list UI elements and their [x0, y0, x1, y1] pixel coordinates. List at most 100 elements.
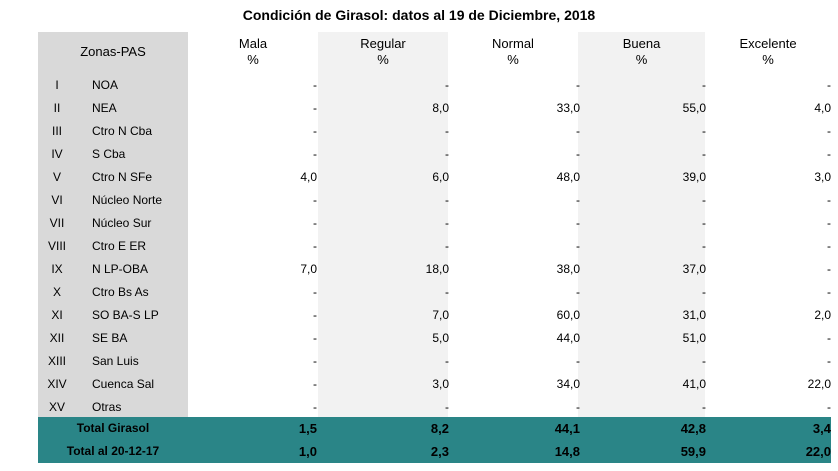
value-cell: -: [576, 400, 580, 414]
value-cell: 55,0: [682, 101, 706, 115]
total-value: 8,2: [430, 421, 449, 436]
zone-name: S Cba: [92, 147, 126, 161]
column-shade: [578, 187, 705, 210]
value-cell: -: [313, 285, 317, 299]
condition-table: Zonas-PAS Mala% Regular% Normal% Buena% Exce…: [38, 32, 831, 463]
value-cell: -: [827, 147, 831, 161]
column-unit: %: [247, 52, 259, 67]
value-cell: -: [827, 354, 831, 368]
zona-cell-bg: [38, 302, 188, 325]
value-cell: -: [445, 285, 449, 299]
value-cell: -: [702, 193, 706, 207]
value-cell: -: [313, 101, 317, 115]
zone-number: II: [53, 101, 61, 115]
value-cell: 18,0: [425, 262, 449, 276]
column-shade: [578, 210, 705, 233]
value-cell: -: [313, 400, 317, 414]
column-shade: [318, 348, 448, 371]
zone-number: I: [55, 78, 59, 92]
value-cell: -: [576, 239, 580, 253]
value-cell: 37,0: [682, 262, 706, 276]
column-shade: [318, 164, 448, 187]
value-cell: -: [702, 216, 706, 230]
column-shade: [318, 302, 448, 325]
value-cell: -: [827, 216, 831, 230]
value-cell: -: [576, 216, 580, 230]
column-shade: [578, 256, 705, 279]
value-cell: -: [445, 193, 449, 207]
zone-name: NEA: [92, 101, 117, 115]
value-cell: 3,0: [814, 170, 831, 184]
zone-number: III: [51, 124, 62, 138]
zone-name: N LP-OBA: [92, 262, 149, 276]
value-cell: -: [313, 193, 317, 207]
zone-name: Cuenca Sal: [92, 377, 155, 391]
column-shade: [318, 325, 448, 348]
value-cell: -: [702, 239, 706, 253]
value-cell: 48,0: [556, 170, 580, 184]
value-cell: 41,0: [682, 377, 706, 391]
value-cell: -: [445, 124, 449, 138]
column-name: Excelente: [739, 36, 797, 51]
value-cell: -: [702, 78, 706, 92]
column-shade: [318, 233, 448, 256]
value-cell: -: [445, 216, 449, 230]
value-cell: -: [445, 147, 449, 161]
zone-number: XIII: [47, 354, 66, 368]
zone-name: SE BA: [92, 331, 128, 345]
column-name: Mala: [238, 36, 268, 51]
zone-name: San Luis: [92, 354, 139, 368]
value-cell: 34,0: [556, 377, 580, 391]
value-cell: -: [313, 216, 317, 230]
zone-name: Otras: [92, 400, 122, 414]
value-cell: -: [576, 193, 580, 207]
column-shade: [318, 371, 448, 394]
zone-name: Ctro N Cba: [92, 124, 153, 138]
column-shade: [578, 279, 705, 302]
value-cell: 5,0: [432, 331, 449, 345]
column-header-regular: Regular%: [318, 32, 448, 72]
total-label: Total al 20-12-17: [66, 444, 160, 458]
column-shade: [318, 210, 448, 233]
zona-cell-bg: [38, 187, 188, 210]
zona-cell-bg: [38, 72, 188, 95]
zona-cell-bg: [38, 95, 188, 118]
zona-cell-bg: [38, 348, 188, 371]
zone-number: X: [52, 285, 61, 299]
table-row: XIV Cuenca Sal - 3,0 34,0 41,0 22,0: [38, 371, 831, 394]
column-name: Buena: [622, 36, 661, 51]
column-header-mala: Mala%: [188, 32, 318, 72]
zone-name: Ctro Bs As: [92, 285, 149, 299]
zone-name: Ctro N SFe: [92, 170, 153, 184]
column-unit: %: [635, 52, 648, 67]
value-cell: -: [827, 331, 831, 345]
value-cell: -: [702, 147, 706, 161]
column-unit: %: [762, 52, 774, 67]
value-cell: 2,0: [814, 308, 831, 322]
value-cell: -: [827, 124, 831, 138]
value-cell: -: [827, 193, 831, 207]
table-row: XI SO BA-S LP - 7,0 60,0 31,0 2,0: [38, 302, 831, 325]
value-cell: 4,0: [814, 101, 831, 115]
column-shade: [578, 164, 705, 187]
value-cell: 44,0: [556, 331, 580, 345]
column-shade: [578, 118, 705, 141]
zona-cell-bg: [38, 394, 188, 417]
total-value: 1,5: [298, 421, 317, 436]
value-cell: 33,0: [556, 101, 580, 115]
value-cell: -: [702, 285, 706, 299]
value-cell: 7,0: [432, 308, 449, 322]
table-row: I NOA - - - - -: [38, 72, 831, 95]
value-cell: 60,0: [556, 308, 580, 322]
zone-number: XII: [49, 331, 65, 345]
zona-cell-bg: [38, 141, 188, 164]
table-row: VII Núcleo Sur - - - - -: [38, 210, 831, 233]
total-value: 22,0: [805, 444, 831, 459]
value-cell: -: [313, 124, 317, 138]
value-cell: -: [827, 78, 831, 92]
value-cell: 3,0: [432, 377, 449, 391]
zone-number: XV: [48, 400, 65, 414]
column-header-normal: Normal%: [448, 32, 578, 72]
table-row: V Ctro N SFe 4,0 6,0 48,0 39,0 3,0: [38, 164, 831, 187]
value-cell: -: [702, 354, 706, 368]
